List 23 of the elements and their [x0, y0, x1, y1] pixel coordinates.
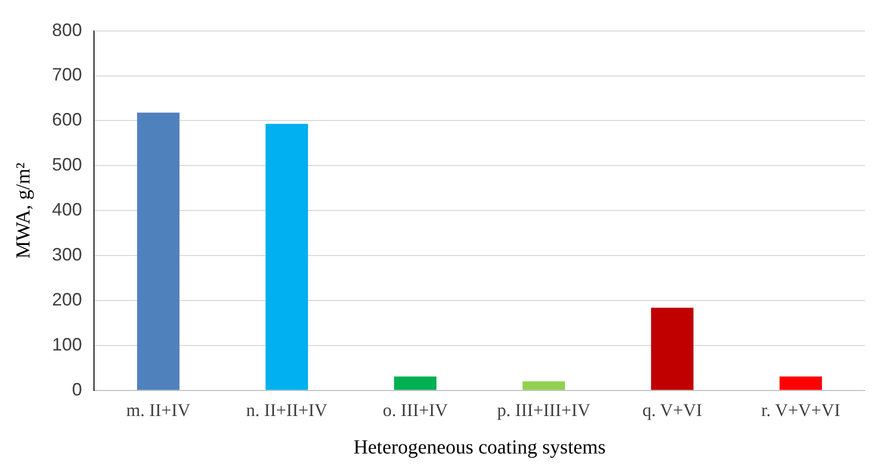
- y-tick-label: 800: [52, 20, 82, 40]
- x-tick-label: p. III+III+IV: [497, 400, 590, 420]
- y-tick-label: 700: [52, 64, 82, 85]
- y-tick-label: 600: [52, 110, 82, 130]
- x-tick-label: o. III+IV: [382, 400, 448, 420]
- bar: [780, 376, 822, 390]
- bar: [394, 376, 436, 390]
- x-tick-label: q. V+VI: [642, 400, 702, 420]
- bar: [522, 381, 565, 390]
- bar: [137, 112, 180, 390]
- x-tick-label: n. II+II+IV: [246, 400, 328, 420]
- x-axis-title: Heterogeneous coating systems: [353, 436, 606, 458]
- y-axis-title: MWA, g/m²: [12, 162, 34, 259]
- bar: [651, 308, 694, 390]
- y-tick-label: 100: [52, 334, 82, 354]
- y-tick-label: 300: [52, 244, 82, 265]
- y-tick-label: 0: [72, 379, 82, 400]
- y-tick-label: 500: [52, 154, 82, 175]
- y-tick-label: 200: [52, 289, 82, 310]
- x-tick-label: m. II+IV: [126, 400, 190, 420]
- bar: [266, 124, 308, 390]
- x-tick-label: r. V+V+VI: [761, 400, 840, 420]
- y-tick-label: 400: [52, 200, 82, 220]
